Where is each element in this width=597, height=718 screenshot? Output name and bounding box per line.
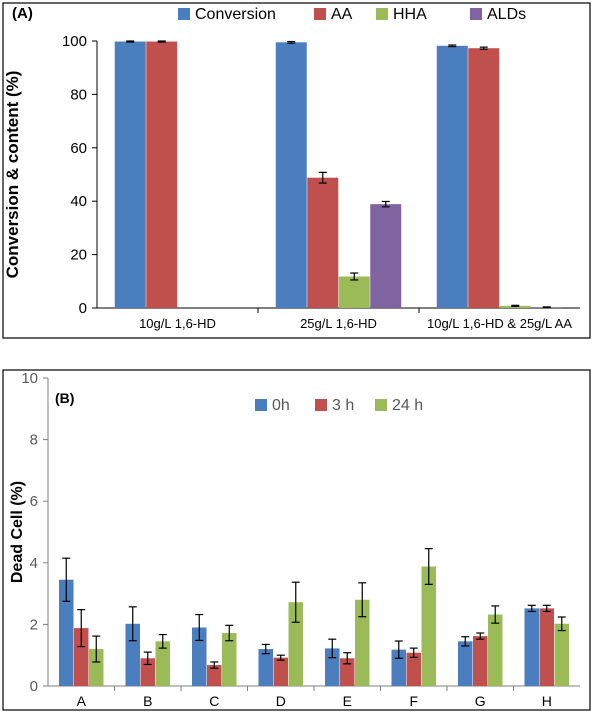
panel-b-frame [2,369,591,711]
panel-b-x-tick-label: A [77,693,87,709]
panel-b-x-tick-label: F [409,693,418,709]
panel-a-y-tick-label: 60 [70,140,87,157]
panel-b-x-tick-label: G [475,693,486,709]
panel-b-bar [74,628,89,686]
panel-b-legend-label: 24 h [392,397,423,414]
panel-b-bar [554,623,569,686]
panel-a-x-tick-label: 10g/L 1,6-HD & 25g/L AA [427,316,572,331]
panel-a-legend-label: ALDs [487,6,526,23]
panel-b-bar [458,641,473,686]
panel-a-bar [338,276,370,308]
panel-a-bar [275,42,307,309]
panel-a-y-axis-title: Conversion & content (%) [3,71,22,279]
panel-a-y-tick-label: 0 [79,300,87,317]
panel-b-bar [340,658,355,686]
panel-a-x-tick-label: 10g/L 1,6-HD [139,316,216,331]
panel-a-x-tick-label: 25g/L 1,6-HD [300,316,377,331]
panel-b-bar [192,627,207,686]
panel-a-frame [2,2,591,339]
panel-b-bar [140,658,155,686]
panel-b-bar [89,649,104,686]
panel-a-bar [307,177,339,308]
panel-a-legend-swatch [314,8,326,20]
panel-a-legend-label: AA [331,6,353,23]
panel-a-bar [114,41,146,309]
panel-a-legend-label: Conversion [195,6,276,23]
panel-b-x-tick-label: E [343,693,352,709]
panel-b-y-tick-label: 6 [30,493,38,510]
panel-a-y-tick-label: 20 [70,247,87,264]
panel-b-bar [258,649,273,686]
panel-b-legend-swatch [375,399,387,411]
panel-a-label: (A) [12,5,33,22]
panel-b-legend-swatch [255,399,267,411]
panel-b-legend-swatch [315,399,327,411]
panel-b-x-tick-label: H [542,693,552,709]
panel-b-bar [273,657,288,686]
panel-b-bar [488,614,503,686]
panel-b-y-tick-label: 2 [30,616,38,633]
panel-b-y-tick-label: 0 [30,678,38,695]
panel-b-x-tick-label: C [209,693,219,709]
panel-b-bar [222,633,237,686]
panel-b-bar [524,608,539,686]
panel-b-bar [125,623,140,686]
panel-a-y-tick-label: 40 [70,193,87,210]
panel-b-bar [473,636,488,686]
panel-a-y-tick-label: 100 [62,33,87,50]
panel-b-y-axis-title: Dead Cell (%) [9,481,26,583]
panel-b-y-tick-label: 8 [30,432,38,449]
panel-b-legend-label: 0h [272,397,290,414]
panel-b-x-tick-label: D [276,693,286,709]
panel-a-legend-swatch [470,8,482,20]
panel-b-bar [155,641,170,686]
panel-b-legend-label: 3 h [332,397,354,414]
panel-a-bar [370,204,402,308]
panel-a-legend-label: HHA [393,6,427,23]
panel-b-y-tick-label: 4 [30,555,38,572]
panel-b-bar [355,599,370,686]
panel-a-y-tick-label: 80 [70,86,87,103]
panel-a-legend-swatch [376,8,388,20]
panel-b-bar [406,652,421,686]
panel-b-bar [288,602,303,686]
panel-b-label: (B) [55,390,74,406]
panel-a-bar [436,45,468,308]
panel-b-bar [421,566,436,686]
panel-a-legend-swatch [178,8,190,20]
panel-b-y-tick-label: 10 [21,370,38,387]
panel-b-x-tick-label: B [143,693,152,709]
panel-b-bar [207,665,222,686]
panel-a-bar [468,48,500,309]
panel-a-bar [146,41,178,309]
panel-b-bar [59,579,74,686]
panel-b-bar [539,608,554,686]
